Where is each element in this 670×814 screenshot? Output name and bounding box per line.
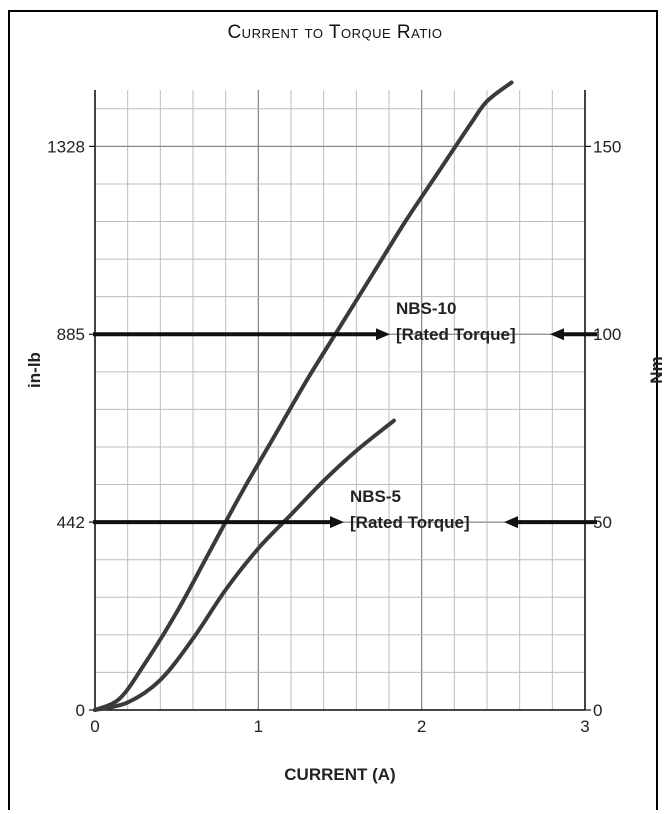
series-lines	[93, 80, 514, 712]
rated-torque-annotations: NBS-10 [Rated Torque] NBS-5 [Rated Torque]	[93, 299, 597, 532]
x-tick-label: 2	[417, 717, 426, 736]
right-tick-label: 50	[593, 513, 612, 532]
annotation-sublabel-nbs-5: [Rated Torque]	[350, 513, 470, 532]
x-axis-label: CURRENT (A)	[284, 765, 395, 784]
chart-frame	[8, 10, 658, 810]
x-tick-label: 0	[90, 717, 99, 736]
left-tick-label: 442	[57, 513, 85, 532]
chart-title: Current to Torque Ratio	[227, 22, 443, 43]
rated-arrowhead-right-nbs-10	[550, 328, 564, 341]
annotation-sublabel-nbs-10: [Rated Torque]	[396, 325, 516, 344]
left-tick-label: 1328	[47, 137, 85, 156]
annotation-label-nbs-5: NBS-5	[350, 487, 401, 506]
right-tick-label: 0	[593, 701, 602, 720]
annotation-label-nbs-10: NBS-10	[396, 299, 456, 318]
rated-arrowhead-right-nbs-5	[504, 516, 518, 529]
rated-arrowhead-left-nbs-10	[376, 328, 390, 341]
left-y-axis-label: in-lb	[25, 352, 44, 388]
series-line-nbs-10	[93, 80, 514, 712]
left-tick-label: 885	[57, 325, 85, 344]
chart-grid	[94, 90, 586, 711]
x-tick-label: 3	[580, 717, 589, 736]
right-tick-label: 100	[593, 325, 621, 344]
x-tick-label: 1	[254, 717, 263, 736]
rated-arrowhead-left-nbs-5	[330, 516, 344, 529]
right-y-axis-label: Nm	[647, 356, 666, 383]
right-tick-label: 150	[593, 137, 621, 156]
left-tick-label: 0	[76, 701, 85, 720]
series-line-nbs-5	[93, 418, 396, 712]
chart-axes	[89, 90, 591, 711]
